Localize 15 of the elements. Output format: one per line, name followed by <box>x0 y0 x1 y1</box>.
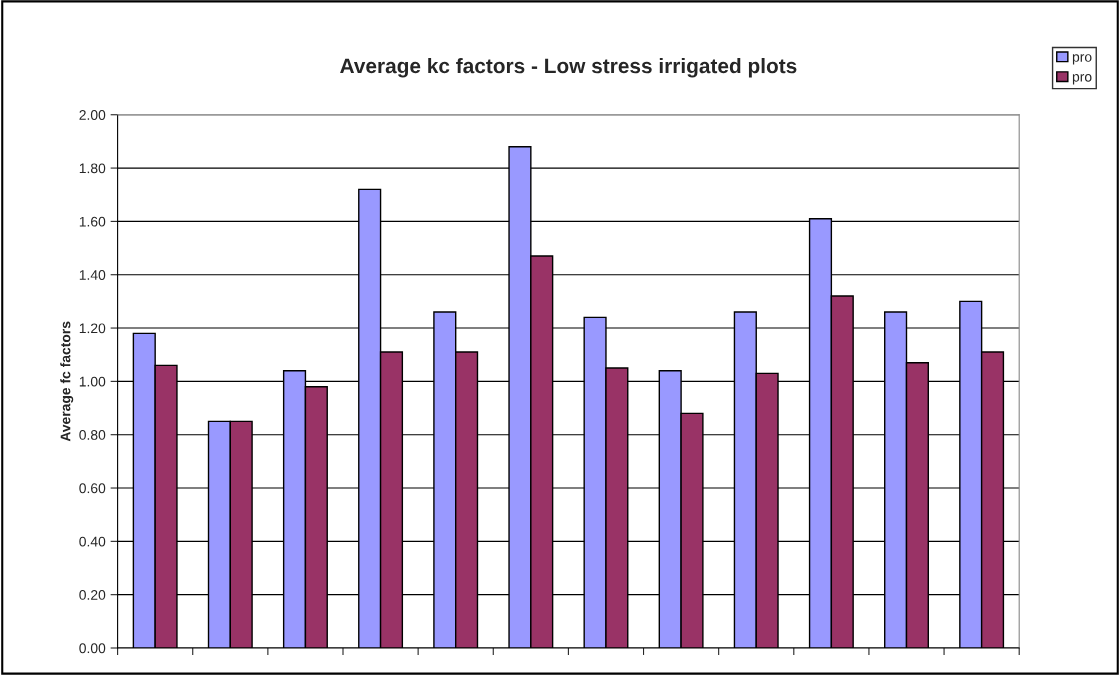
y-tick-label: 0.40 <box>79 536 106 547</box>
y-tick-label: 0.60 <box>79 483 106 494</box>
y-axis-title: Average fc factors <box>60 321 74 442</box>
legend-label: pro <box>1072 74 1092 85</box>
y-tick-label: 1.60 <box>79 216 106 227</box>
y-tick-label: 0.20 <box>79 590 106 600</box>
y-tick-label: 1.40 <box>79 270 106 280</box>
y-tick-label: 2.00 <box>79 110 106 120</box>
y-tick-label: 1.80 <box>79 163 106 174</box>
y-tick-label: 0.80 <box>79 430 106 440</box>
legend-label: pro <box>1072 54 1092 65</box>
chart-title: Average kc factors - Low stress irrigated plots <box>340 57 797 78</box>
y-tick-label: 1.00 <box>79 376 106 387</box>
y-tick-label: 1.20 <box>79 323 106 334</box>
y-tick-label: 0.00 <box>79 643 106 654</box>
